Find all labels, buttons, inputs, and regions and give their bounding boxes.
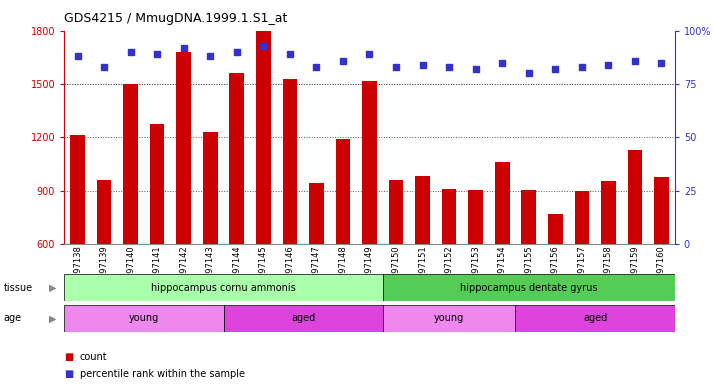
Point [603,62,614,68]
Text: percentile rank within the sample: percentile rank within the sample [80,369,245,379]
Point [496,60,508,66]
Bar [229,73,244,244]
Bar [442,189,456,244]
Text: ■: ■ [64,352,74,362]
Point [363,51,376,57]
Bar [64,274,383,301]
Bar [203,132,218,244]
Point [284,51,296,57]
Text: aged: aged [583,313,607,323]
Text: age: age [4,313,21,323]
Text: tissue: tissue [4,283,33,293]
Bar [223,305,383,332]
Bar [548,214,563,244]
Text: ▶: ▶ [49,313,56,323]
Point [72,53,84,60]
Point [629,58,640,64]
Bar [521,190,536,244]
Bar [383,305,516,332]
Bar [309,184,323,244]
Text: hippocampus cornu ammonis: hippocampus cornu ammonis [151,283,296,293]
Bar [601,181,615,244]
Point [523,70,535,76]
Bar [516,305,675,332]
Bar [256,31,271,244]
Bar [628,150,642,244]
Bar [416,176,430,244]
Text: ■: ■ [64,369,74,379]
Text: aged: aged [291,313,316,323]
Point [178,45,189,51]
Point [470,66,481,72]
Bar [654,177,669,244]
Point [417,62,428,68]
Bar [468,190,483,244]
Point [204,53,216,60]
Point [576,64,588,70]
Bar [383,274,675,301]
Text: GDS4215 / MmugDNA.1999.1.S1_at: GDS4215 / MmugDNA.1999.1.S1_at [64,12,288,25]
Bar [176,52,191,244]
Point [99,64,110,70]
Text: young: young [434,313,464,323]
Bar [150,124,164,244]
Point [125,49,136,55]
Bar [495,162,510,244]
Text: young: young [129,313,159,323]
Point [311,64,322,70]
Bar [124,84,138,244]
Bar [283,79,297,244]
Text: hippocampus dentate gyrus: hippocampus dentate gyrus [460,283,598,293]
Point [258,43,269,49]
Point [550,66,561,72]
Text: ▶: ▶ [49,283,56,293]
Point [391,64,402,70]
Bar [575,190,589,244]
Point [655,60,667,66]
Text: count: count [80,352,108,362]
Bar [336,139,351,244]
Bar [64,305,223,332]
Bar [362,81,377,244]
Point [231,49,243,55]
Point [443,64,455,70]
Point [337,58,348,64]
Bar [97,180,111,244]
Bar [70,135,85,244]
Bar [388,180,403,244]
Point [151,51,163,57]
